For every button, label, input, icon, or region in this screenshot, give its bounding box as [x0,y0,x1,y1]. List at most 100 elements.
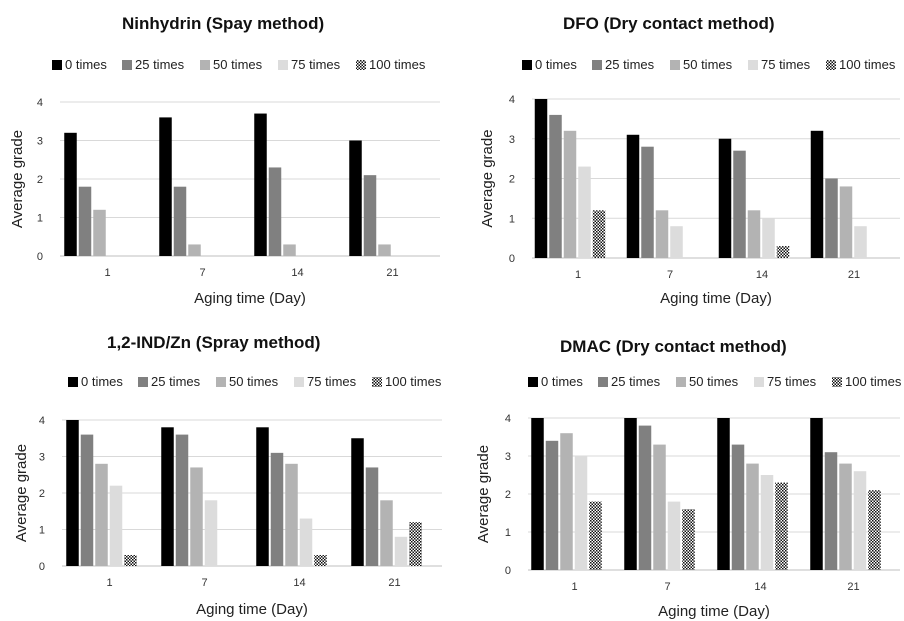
legend-entry: 25 times [151,374,201,389]
legend-swatch [52,60,62,70]
bar [365,467,379,566]
legend-swatch [138,377,148,387]
bar [363,175,377,256]
bar [776,246,790,258]
bar [824,452,838,570]
bar [314,555,327,566]
bar [285,463,298,566]
bar [560,433,573,570]
y-tick-label: 1 [39,525,45,537]
bar [188,244,201,256]
bar [64,132,77,256]
bar [810,418,823,570]
legend-swatch [522,60,532,70]
bar [66,420,79,566]
y-tick-label: 2 [37,174,43,186]
legend: 0 times 25 times 50 times 75 times 100 times [52,57,426,72]
bar [268,167,282,256]
x-tick-label: 7 [201,577,207,589]
bar [624,418,637,570]
bar [545,440,559,570]
y-tick-label: 4 [509,94,515,106]
bar [124,555,137,566]
legend-swatch [356,60,366,70]
y-tick-label: 3 [505,451,511,463]
bar [682,509,695,570]
bar [349,140,362,256]
legend-entry: 100 times [845,374,902,389]
bar [578,166,591,258]
bar [746,463,759,570]
y-axis-label: Average grade [475,445,492,543]
legend-swatch [278,60,288,70]
y-tick-label: 2 [39,488,45,500]
legend-entry: 75 times [767,374,817,389]
y-axis-label: Average grade [9,130,26,228]
bar [733,150,746,258]
x-tick-label: 1 [571,581,577,593]
legend-swatch [122,60,132,70]
bar [655,210,669,258]
legend-swatch [294,377,304,387]
bar [80,434,94,566]
x-tick-label: 21 [848,269,860,281]
x-tick-label: 7 [667,269,673,281]
legend: 0 times 25 times 50 times 75 times 100 times [528,374,902,389]
bar [868,490,881,570]
legend-swatch [748,60,758,70]
bar [78,186,92,256]
bar [854,226,867,258]
chart-title: Ninhydrin (Spay method) [122,14,325,33]
y-tick-label: 2 [509,174,515,186]
bar [839,463,852,570]
legend-swatch [670,60,680,70]
legend-entry: 100 times [385,374,442,389]
bar [747,210,761,258]
y-axis-label: Average grade [479,129,496,227]
bar [93,209,106,256]
legend-swatch [592,60,602,70]
bar [95,463,108,566]
x-tick-label: 21 [847,581,859,593]
bar [409,522,422,566]
y-tick-label: 0 [509,253,515,265]
y-tick-label: 0 [37,251,43,263]
legend-swatch [676,377,686,387]
legend-entry: 50 times [213,57,263,72]
bar [667,501,681,570]
bar [592,210,606,258]
bar [731,444,745,570]
bar [173,186,187,256]
chart-panel-ninhydrin: Ninhydrin (Spay method) 0 times 25 times 5… [0,0,452,310]
bar [256,427,269,566]
legend-swatch [68,377,78,387]
bar [351,438,364,566]
legend-entry: 25 times [135,57,185,72]
x-tick-label: 14 [754,581,766,593]
legend-entry: 0 times [541,374,583,389]
y-tick-label: 3 [39,452,45,464]
chart-panel-ind-zn: 1,2-IND/Zn (Spray method) 0 times 25 time… [0,310,452,621]
bar [718,138,732,258]
x-axis-label: Aging time (Day) [194,290,306,307]
bar [762,218,775,258]
x-tick-label: 14 [756,269,768,281]
bar [574,456,588,570]
bar [825,178,838,258]
bar [641,146,654,258]
x-tick-label: 1 [106,577,112,589]
bar [775,482,788,570]
bar [839,186,853,258]
bar [190,467,203,566]
bar [394,536,408,566]
legend-entry: 75 times [291,57,341,72]
bar [159,117,172,257]
y-tick-label: 4 [39,415,45,427]
bar [109,485,123,566]
legend-swatch [598,377,608,387]
bar [717,418,730,570]
legend-swatch [216,377,226,387]
bar [653,444,666,570]
legend-swatch [372,377,382,387]
legend-entry: 0 times [65,57,107,72]
